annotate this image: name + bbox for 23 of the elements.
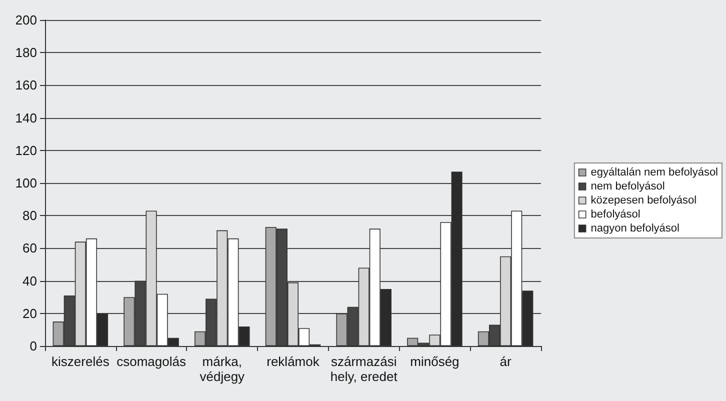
x-tick-label: márka, védjegy [200, 354, 246, 384]
y-tick-label: 200 [15, 12, 37, 28]
legend-label: közepesen befolyásol [590, 194, 697, 206]
legend-label: nagyon befolyásol [590, 222, 680, 234]
y-tick-label: 40 [22, 273, 37, 288]
legend-label: nem befolyásol [590, 180, 665, 192]
x-tick-label: minőség [410, 354, 460, 369]
y-tick-label: 160 [15, 78, 37, 93]
y-tick-label: 140 [15, 110, 37, 126]
x-tick-label: ár [500, 354, 512, 369]
legend-label: befolyásol [590, 208, 640, 220]
x-tick-label: kiszerelés [52, 354, 110, 369]
y-tick-label: 180 [15, 45, 37, 60]
y-tick-label: 100 [15, 176, 37, 190]
x-tick-label: csomagolás [116, 354, 186, 369]
x-tick-label: reklámok [266, 354, 320, 369]
y-tick-label: 120 [15, 142, 37, 158]
y-tick-label: 60 [22, 240, 37, 256]
y-tick-label: 0 [30, 338, 37, 354]
y-tick-label: 80 [22, 208, 37, 224]
y-tick-label: 20 [22, 306, 37, 321]
legend-label: egyáltalán nem befolyásol [590, 166, 718, 178]
x-tick-label: származási hely, eredet [330, 354, 398, 384]
